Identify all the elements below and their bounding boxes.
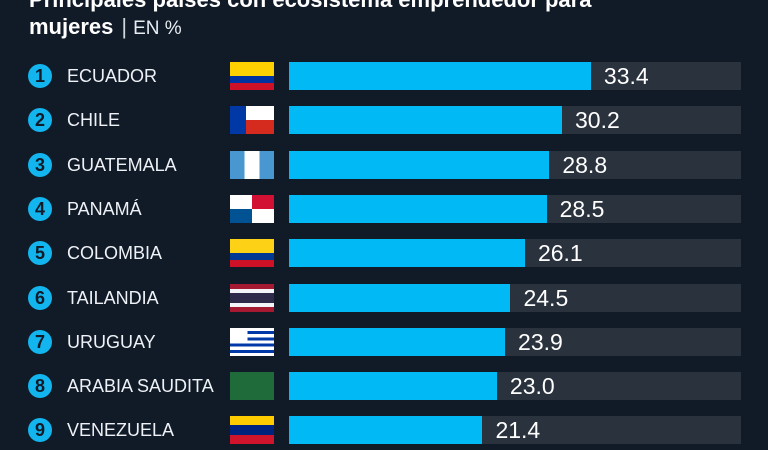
- rank-badge: 8: [28, 374, 52, 399]
- value-label: 23.0: [509, 373, 555, 400]
- title-separator: |: [121, 14, 128, 39]
- country-label: ECUADOR: [67, 66, 158, 86]
- bar-track: 24.5: [289, 283, 741, 312]
- bar-track: 21.4: [289, 416, 741, 445]
- country-label: CHILE: [67, 110, 121, 131]
- bar: [289, 416, 483, 445]
- rank-badge: 5: [28, 241, 52, 266]
- bar-track: 33.4: [289, 62, 741, 90]
- rank-badge: 7: [28, 329, 52, 354]
- country-label: TAILANDIA: [67, 287, 159, 308]
- saudi-arabia-flag-icon: [230, 372, 274, 401]
- bar-track: 26.1: [289, 239, 741, 268]
- value-label: 30.2: [575, 107, 620, 134]
- country-label: PANAMÁ: [67, 198, 142, 219]
- chile-flag-icon: [230, 106, 274, 135]
- bar-track: 30.2: [289, 106, 741, 135]
- rank-badge: 6: [28, 285, 52, 310]
- bar-row: 3 GUATEMALA 28.8: [0, 150, 768, 179]
- bar-row: 4 PANAMÁ 28.5: [0, 194, 768, 223]
- bar: [289, 194, 547, 223]
- value-label: 28.8: [562, 151, 608, 178]
- thailand-flag-icon: [230, 283, 274, 312]
- value-label: 21.4: [495, 417, 541, 444]
- venezuela-flag-icon: [230, 416, 274, 445]
- bar-row: 5 COLOMBIA 26.1: [0, 239, 768, 268]
- guatemala-flag-icon: [230, 150, 274, 179]
- bar-row: 9 VENEZUELA 21.4: [0, 416, 768, 445]
- bar-row: 6 TAILANDIA 24.5: [0, 283, 768, 312]
- colombia-flag-icon: [230, 239, 274, 268]
- bar: [289, 106, 562, 135]
- bar: [289, 283, 511, 312]
- unit-label: EN %: [133, 18, 182, 39]
- ecuador-flag-icon: [230, 62, 274, 90]
- title-line-1: Principales países con ecosistema empren…: [29, 0, 591, 13]
- uruguay-flag-icon: [230, 327, 274, 356]
- rank-badge: 1: [28, 64, 52, 88]
- chart-title: Principales países con ecosistema empren…: [29, 0, 591, 42]
- bar-track: 28.8: [289, 150, 741, 179]
- rank-badge: 9: [28, 418, 52, 443]
- country-label: VENEZUELA: [67, 420, 175, 441]
- country-label: GUATEMALA: [67, 154, 177, 175]
- bar-track: 28.5: [289, 194, 741, 223]
- country-label: URUGUAY: [67, 331, 156, 352]
- rank-badge: 2: [28, 108, 52, 133]
- bar-row: 1 ECUADOR 33.4: [0, 62, 768, 90]
- value-label: 23.9: [518, 328, 563, 355]
- title-line-2: mujeres: [29, 14, 114, 39]
- bar: [289, 150, 550, 179]
- country-label: ARABIA SAUDITA: [67, 376, 214, 397]
- bar: [289, 327, 506, 356]
- bar-track: 23.0: [289, 372, 741, 401]
- bar-row: 2 CHILE 30.2: [0, 106, 768, 135]
- rank-badge: 4: [28, 196, 52, 221]
- bar-row: 7 URUGUAY 23.9: [0, 327, 768, 356]
- panama-flag-icon: [230, 194, 274, 223]
- value-label: 33.4: [603, 63, 649, 89]
- country-label: COLOMBIA: [67, 243, 163, 264]
- bar: [289, 239, 525, 268]
- rank-badge: 3: [28, 152, 52, 177]
- bar: [289, 62, 591, 90]
- value-label: 24.5: [523, 284, 569, 311]
- bar-row: 8 ARABIA SAUDITA 23.0: [0, 372, 768, 401]
- value-label: 28.5: [559, 195, 605, 222]
- bar: [289, 372, 497, 401]
- bar-track: 23.9: [289, 327, 741, 356]
- value-label: 26.1: [537, 240, 583, 267]
